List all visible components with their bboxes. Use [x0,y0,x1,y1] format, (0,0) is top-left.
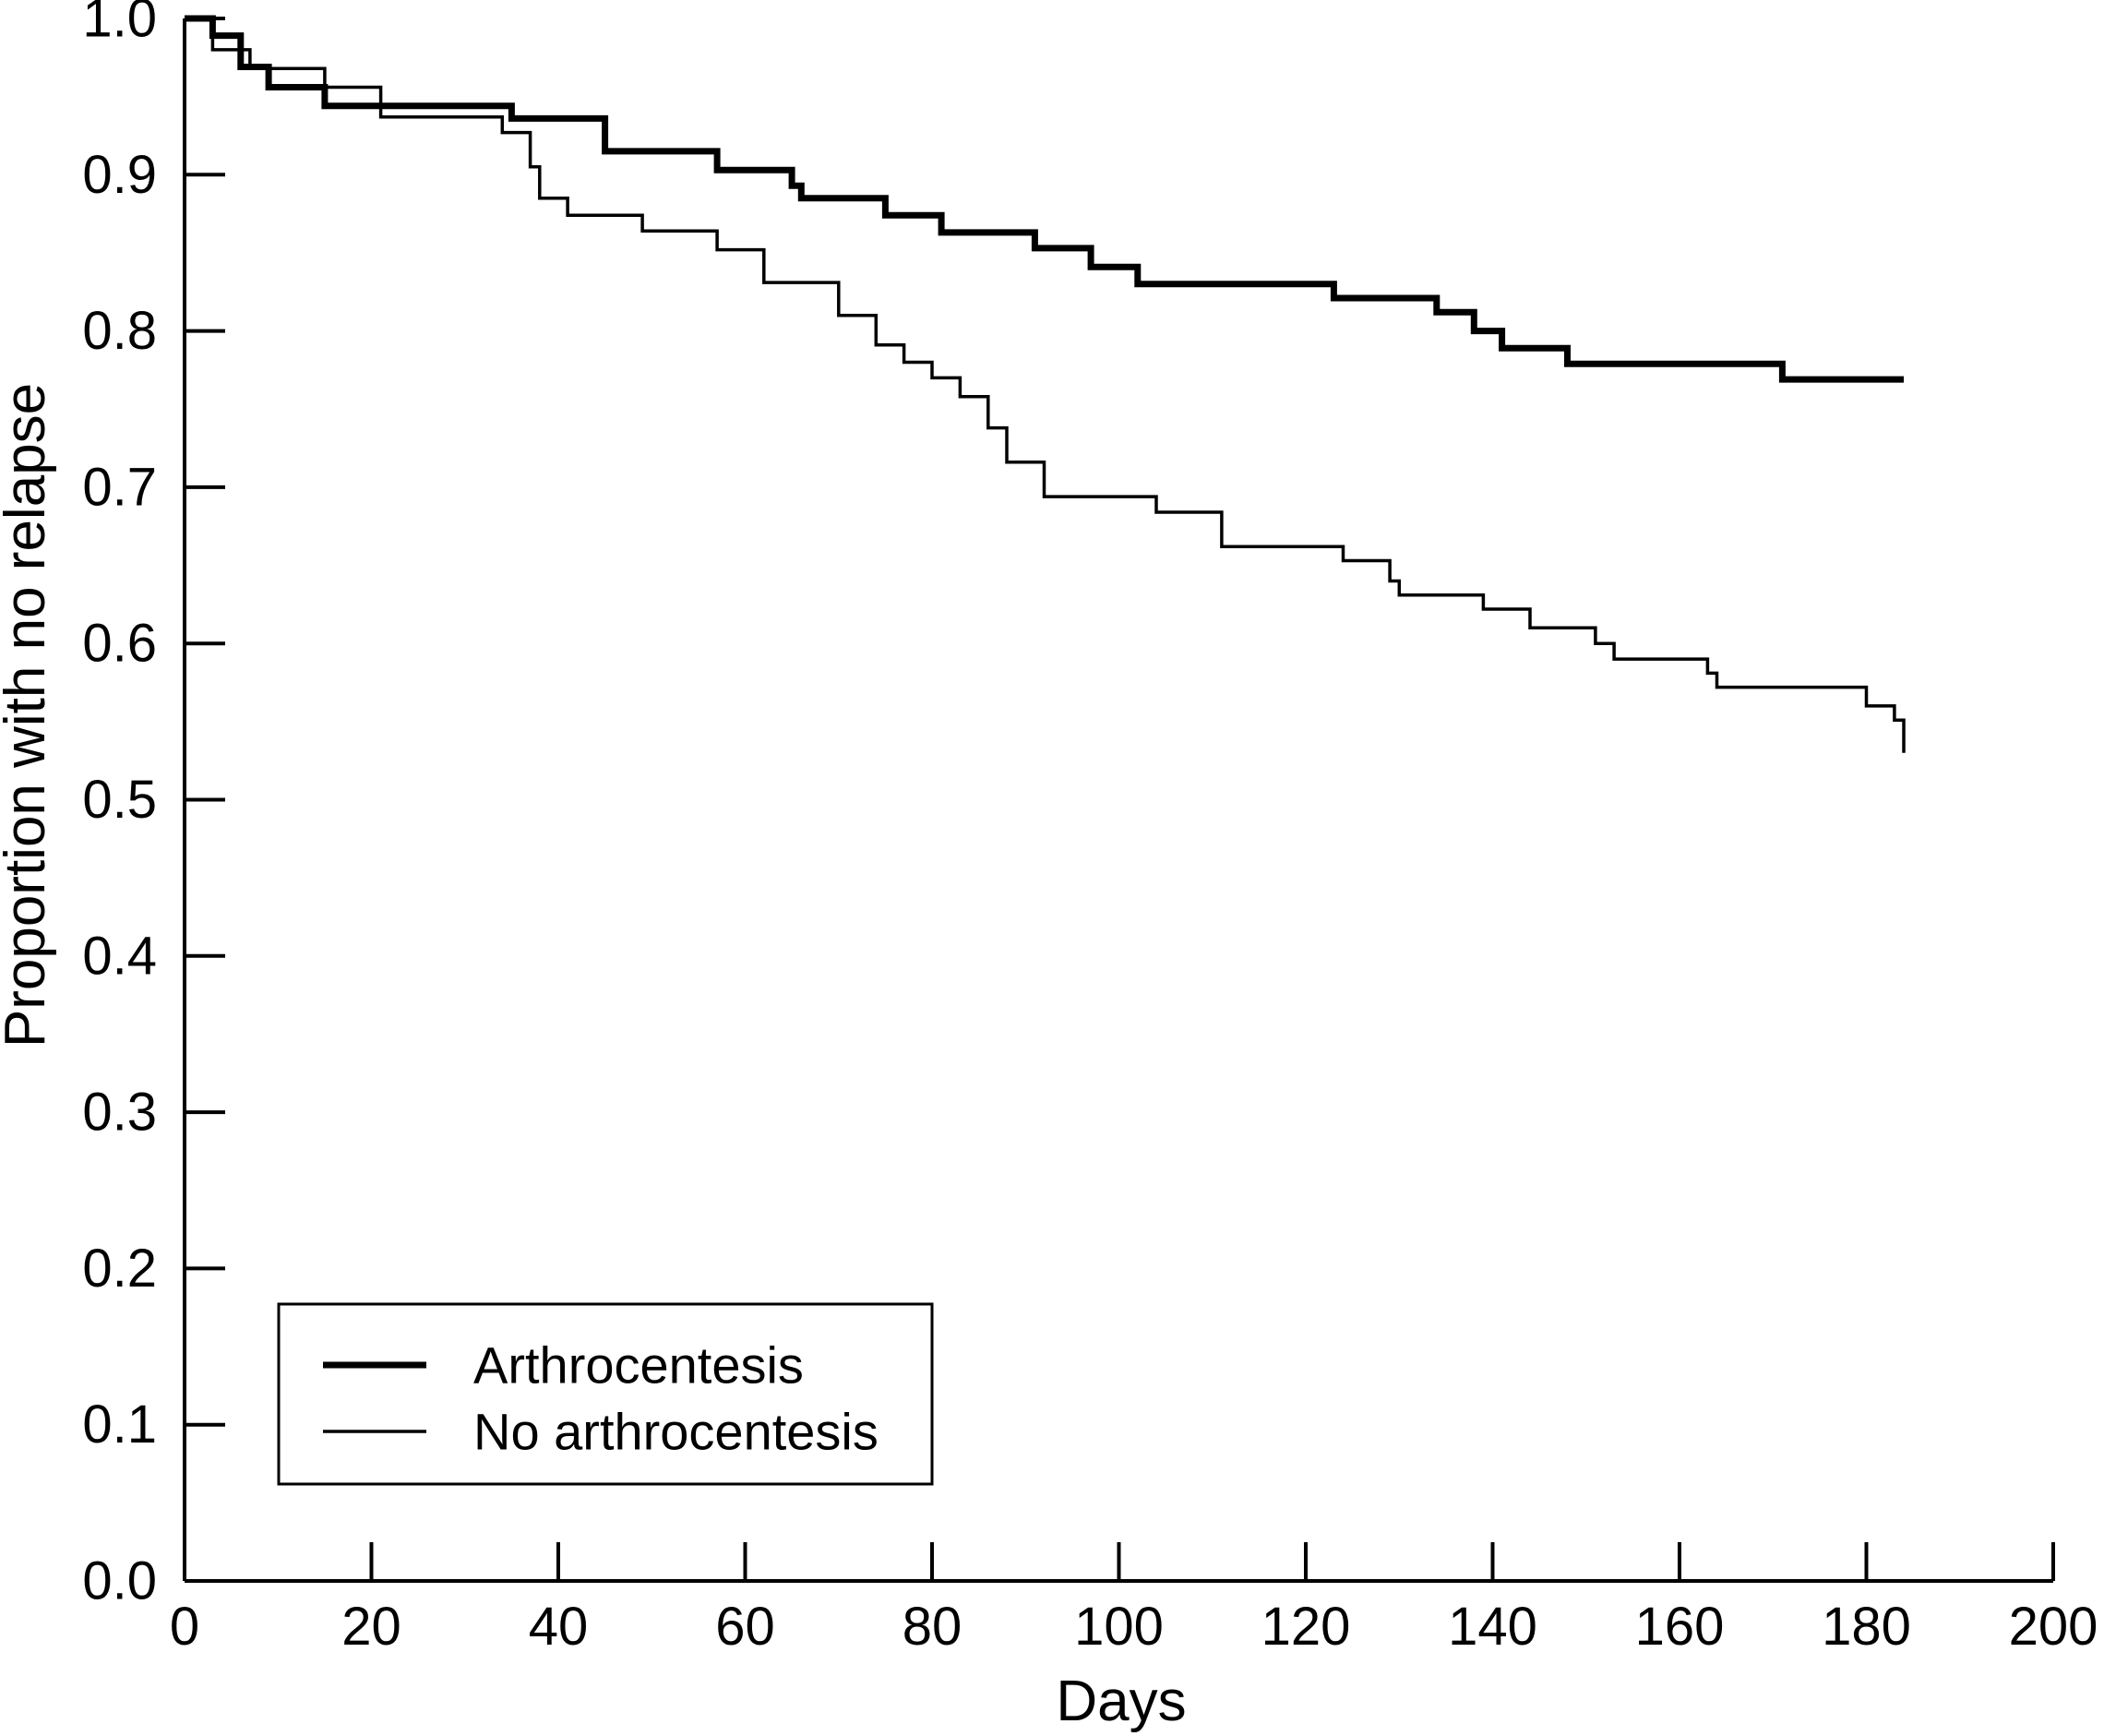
y-tick-label-0.1: 0.1 [82,1395,157,1455]
x-tick-label-200: 200 [2009,1597,2098,1657]
x-tick-label-160: 160 [1635,1597,1725,1657]
x-tick-label-60: 60 [715,1597,775,1657]
legend: Arthrocentesis No arthrocentesis [277,1302,934,1486]
x-axis-ticks: 0 20 40 60 80 100 120 140 160 180 200 [170,1542,2098,1657]
x-tick-label-180: 180 [1822,1597,1911,1657]
legend-box [277,1302,934,1486]
y-tick-label-0.2: 0.2 [82,1239,157,1299]
survival-curves [185,15,1906,753]
x-tick-label-140: 140 [1448,1597,1537,1657]
y-tick-label-1.0: 1.0 [82,0,157,49]
y-tick-label-0.4: 0.4 [82,926,157,986]
x-tick-label-100: 100 [1074,1597,1164,1657]
y-tick-label-0.9: 0.9 [82,145,157,205]
x-tick-label-80: 80 [903,1597,962,1657]
y-tick-label-0.6: 0.6 [82,614,157,674]
curve-no-arthrocentesis [185,17,1906,753]
y-tick-label-0.8: 0.8 [82,301,157,361]
y-axis-ticks: 0.0 0.1 0.2 0.3 0.4 0.5 0.6 0.7 0.8 0.9 1.0 [82,0,225,1611]
x-tick-label-0: 0 [170,1597,199,1657]
x-tick-label-120: 120 [1261,1597,1351,1657]
x-tick-label-20: 20 [341,1597,401,1657]
x-tick-label-40: 40 [529,1597,589,1657]
legend-label-no-arthrocentesis: No arthrocentesis [473,1403,879,1461]
y-tick-label-0.0: 0.0 [82,1551,157,1611]
x-axis-title: Days [1056,1670,1186,1733]
y-tick-label-0.7: 0.7 [82,457,157,517]
y-axis-title: Proportion with no relapse [0,383,57,1048]
legend-label-arthrocentesis: Arthrocentesis [473,1336,804,1395]
curve-arthrocentesis [185,15,1904,383]
y-tick-label-0.5: 0.5 [82,770,157,830]
y-tick-label-0.3: 0.3 [82,1083,157,1143]
